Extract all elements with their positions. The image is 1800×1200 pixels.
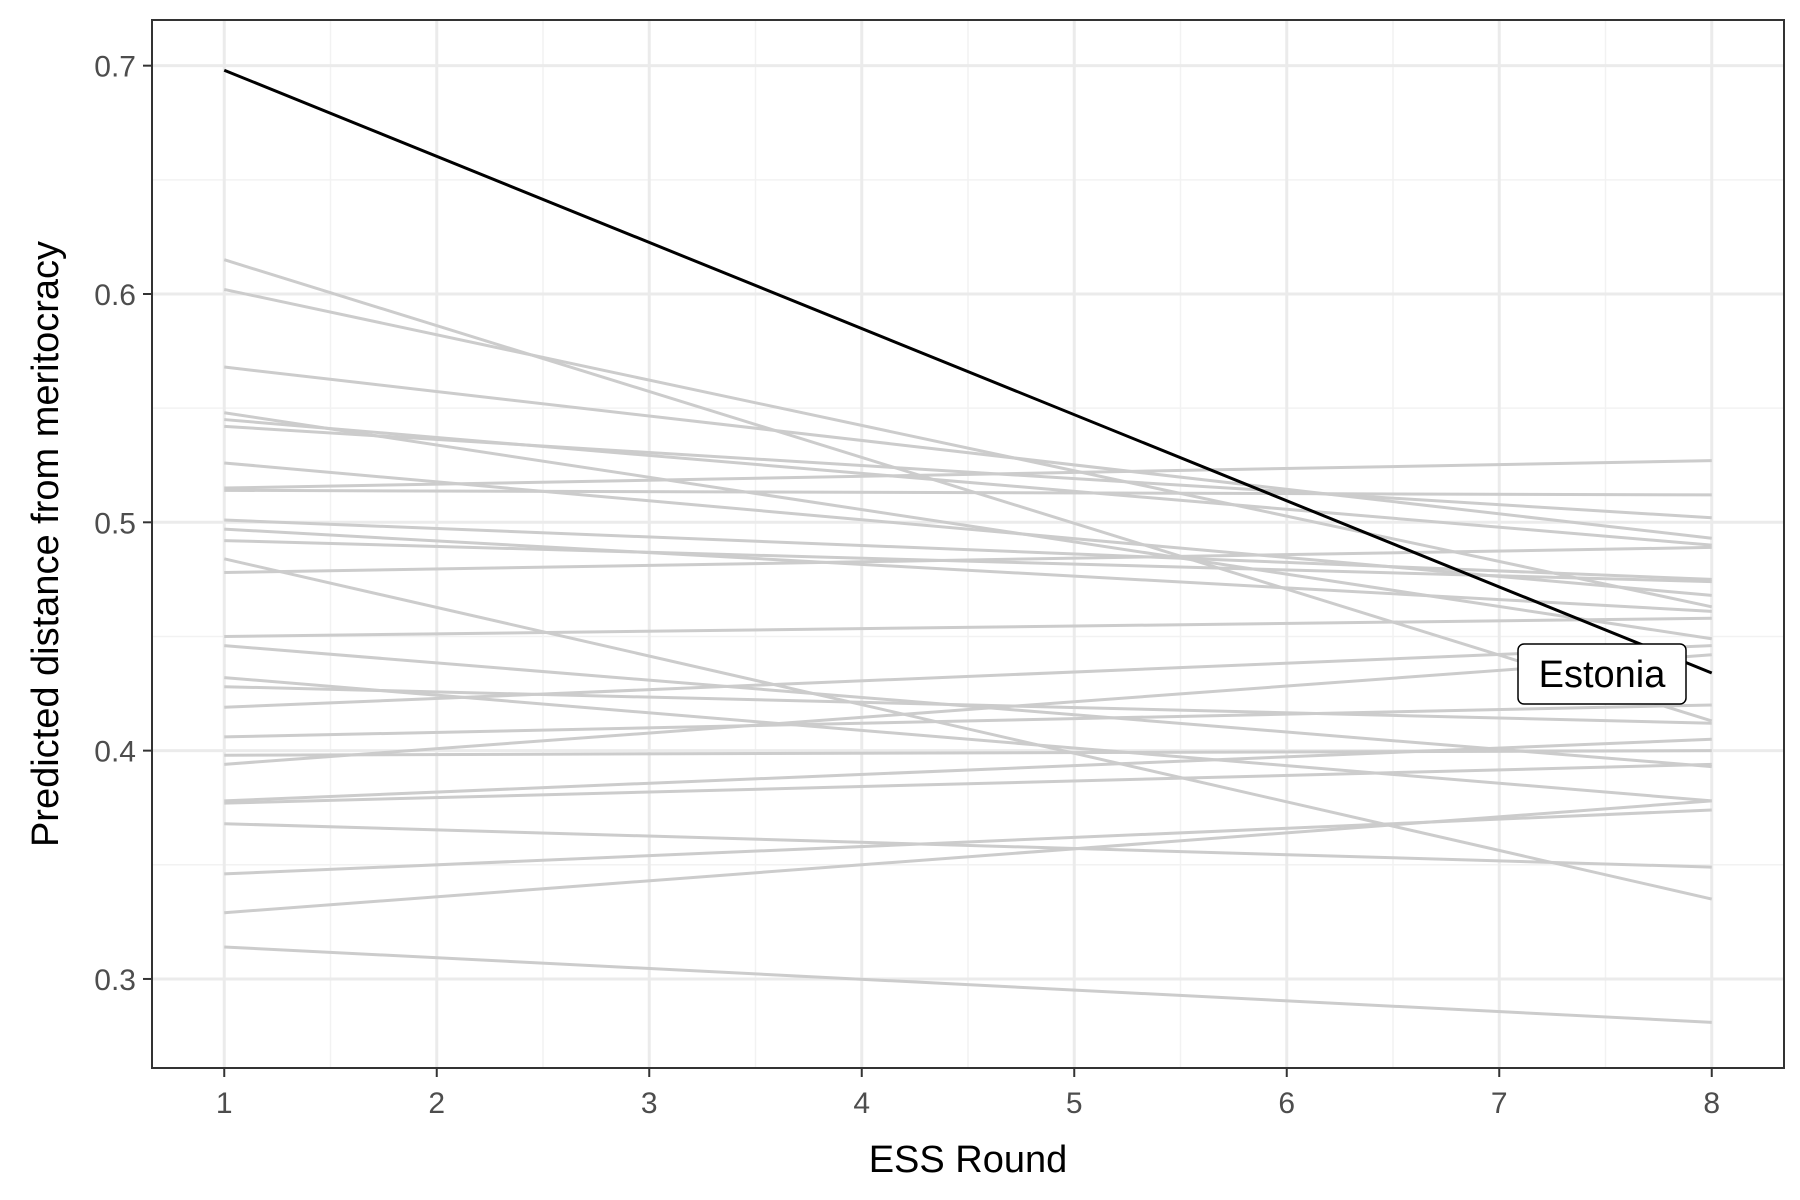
series-line	[223, 258, 1713, 723]
estonia-label: Estonia	[1539, 654, 1667, 696]
grid	[152, 20, 1784, 1068]
panel-border	[151, 19, 1785, 1069]
series-line	[224, 749, 1712, 757]
series-line	[224, 762, 1712, 805]
y-tick-label: 0.5	[94, 507, 136, 540]
series-line	[223, 557, 1713, 901]
x-tick-label: 3	[641, 1087, 658, 1120]
series-line	[223, 287, 1713, 609]
series-line	[224, 644, 1712, 709]
axes: 1 2 3 4 5 6 7 8 0.3 0.4 0.5 0.6 0.7	[94, 51, 1720, 1120]
series-line	[224, 737, 1712, 803]
y-tick-label: 0.4	[94, 736, 136, 769]
x-tick-label: 5	[1066, 1087, 1083, 1120]
series-line-estonia	[223, 68, 1713, 675]
x-tick-label: 7	[1491, 1087, 1508, 1120]
series-line	[224, 545, 1712, 575]
x-tick-label: 8	[1703, 1087, 1720, 1120]
series-line	[224, 685, 1712, 725]
series-line	[224, 616, 1712, 638]
series-line	[224, 799, 1712, 915]
callout: Estonia	[1517, 643, 1687, 705]
series-line	[224, 424, 1712, 520]
y-axis-title: Predicted distance from meritocracy	[25, 241, 67, 847]
series-line	[224, 411, 1712, 641]
series-line	[224, 822, 1712, 869]
series-line	[224, 459, 1712, 490]
series-line	[224, 527, 1712, 613]
series-line	[224, 518, 1712, 581]
series-line	[224, 703, 1712, 739]
series-line	[224, 653, 1712, 766]
x-tick-label: 6	[1278, 1087, 1295, 1120]
y-tick-label: 0.7	[94, 51, 136, 84]
series-line	[224, 488, 1712, 497]
x-axis-title: ESS Round	[869, 1139, 1068, 1181]
series-line	[224, 945, 1712, 1024]
x-tick-label: 4	[853, 1087, 870, 1120]
series-line	[224, 365, 1712, 540]
y-tick-label: 0.3	[94, 964, 136, 997]
estonia-label-box	[1517, 643, 1687, 705]
x-tick-label: 1	[216, 1087, 233, 1120]
x-tick-label: 2	[428, 1087, 445, 1120]
series-lines	[223, 68, 1713, 1024]
y-tick-label: 0.6	[94, 279, 136, 312]
